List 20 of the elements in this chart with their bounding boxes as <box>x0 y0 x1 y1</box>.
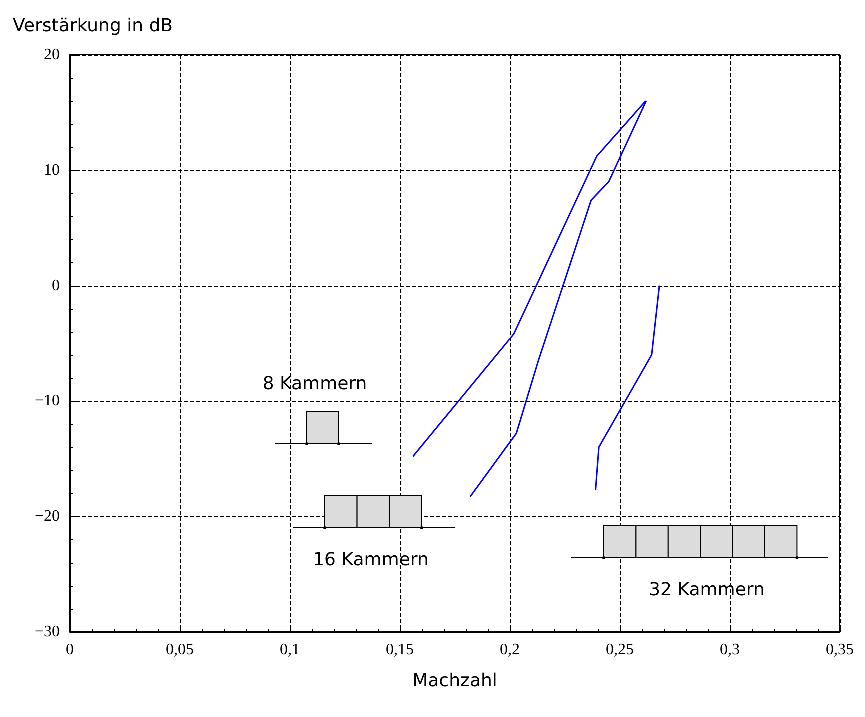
annotation: 16 Kammern <box>313 550 429 570</box>
y-tick-label: 0 <box>52 277 60 294</box>
x-axis-title: Machzahl <box>412 670 498 692</box>
y-tick-label: −20 <box>34 508 60 526</box>
y-tick-label: 20 <box>44 46 60 64</box>
y-axis-title: Verstärkung in dB <box>13 16 173 36</box>
annotation: 32 Kammern <box>649 580 765 600</box>
x-tick-label: 0 <box>66 642 74 658</box>
y-tick-label: −30 <box>34 624 60 640</box>
x-tick-label: 0,3 <box>720 642 740 658</box>
x-tick-label: 0,2 <box>500 642 520 658</box>
x-tick-label: 0,25 <box>606 642 634 658</box>
x-tick-label: 0,05 <box>166 642 194 658</box>
annotation: 8 Kammern <box>262 374 368 394</box>
y-tick-label: 10 <box>44 162 60 179</box>
line-series <box>595 285 660 491</box>
x-tick-label: 0,1 <box>280 642 300 658</box>
y-tick-label: −10 <box>34 392 60 410</box>
x-tick-label: 0,15 <box>386 642 414 658</box>
x-tick-label: 0,35 <box>826 642 854 658</box>
